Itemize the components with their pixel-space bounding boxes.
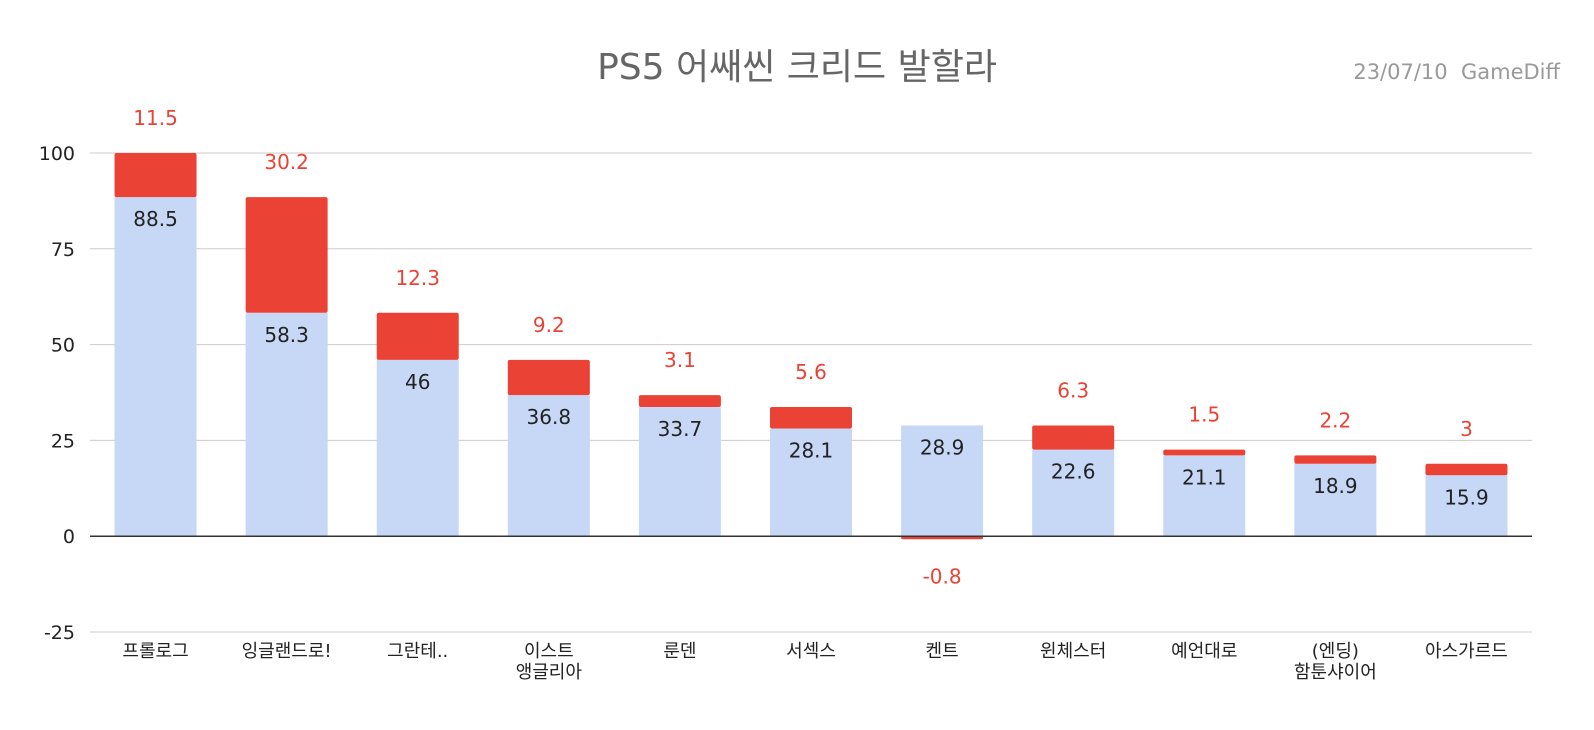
category-label-line: 서섹스	[786, 641, 836, 662]
data-label-base: 58.3	[264, 323, 309, 347]
category-labels: 프롤로그 잉글랜드로! 그란테.. 이스트 앵글리아 룬덴 서섹스 켄트 윈체스터 예언대로 (엔딩…	[122, 641, 1507, 683]
category-label-line: 예언대로	[1171, 641, 1237, 662]
bar-delta	[114, 153, 197, 198]
data-label-delta: 11.5	[133, 106, 178, 130]
category-label-line: 그란테..	[387, 641, 448, 662]
bar-delta	[507, 359, 590, 396]
y-tick-label: 100	[39, 143, 75, 165]
y-tick-label: 50	[51, 335, 75, 357]
category-label-line: 룬덴	[663, 641, 696, 662]
y-tick-label: -25	[44, 622, 75, 644]
category-label-line: 앵글리아	[516, 662, 583, 683]
bar-delta	[1163, 449, 1246, 456]
bar-base	[770, 428, 852, 537]
category-label: 프롤로그	[122, 641, 188, 662]
category-label: 켄트	[926, 641, 959, 662]
chart-subtitle: 23/07/10 GameDiff	[1353, 60, 1560, 84]
bar-delta	[376, 312, 459, 360]
category-label: 그란테..	[387, 641, 448, 662]
data-label-base: 22.6	[1051, 460, 1096, 484]
bar-base	[114, 197, 197, 537]
category-label: 예언대로	[1171, 641, 1237, 662]
y-tick-label: 25	[51, 430, 75, 452]
category-label-line: (엔딩)	[1312, 641, 1359, 662]
bar-delta	[1294, 455, 1377, 464]
bar-delta	[638, 395, 721, 408]
category-label-line: 이스트	[524, 641, 574, 662]
category-label: 윈체스터	[1040, 641, 1106, 662]
category-label: 서섹스	[786, 641, 836, 662]
data-label-base: 18.9	[1313, 474, 1358, 498]
bar-delta	[1032, 425, 1115, 450]
data-label-delta: 6.3	[1057, 378, 1089, 402]
category-label-line: 잉글랜드로!	[242, 641, 332, 662]
bar-delta	[245, 197, 328, 313]
bar-base	[901, 425, 984, 537]
category-label-line: 윈체스터	[1040, 641, 1106, 662]
bars	[114, 153, 1508, 540]
category-label-line: 프롤로그	[122, 641, 188, 662]
category-label: 잉글랜드로!	[242, 641, 332, 662]
bar-delta	[1425, 463, 1508, 476]
data-label-base: 33.7	[658, 417, 703, 441]
data-labels: 88.5 11.5 58.3 30.2 46 12.3 36.8 9.2 33.7 3.1 28.1…	[133, 106, 1488, 588]
data-label-delta: 9.2	[533, 313, 565, 337]
data-label-base: 88.5	[133, 207, 178, 231]
y-axis-ticks: 100 75 50 25 0 -25	[39, 143, 75, 644]
data-label-delta: 3	[1460, 417, 1473, 441]
bar-delta	[901, 536, 984, 540]
bar-base	[507, 395, 590, 537]
data-label-base: 28.1	[789, 439, 834, 463]
bar-base	[1163, 455, 1246, 537]
bar-base	[1032, 449, 1115, 537]
data-label-base: 21.1	[1182, 465, 1227, 489]
category-label-line: 켄트	[926, 641, 959, 662]
data-label-delta: 3.1	[664, 348, 696, 372]
y-tick-label: 0	[63, 526, 75, 548]
bar-base	[1294, 463, 1377, 537]
data-label-base: 46	[405, 370, 430, 394]
category-label: 룬덴	[663, 641, 696, 662]
category-label: 아스가르드	[1425, 641, 1508, 662]
bar-delta	[770, 407, 852, 429]
bar-base	[376, 359, 459, 537]
category-label-line: 아스가르드	[1425, 641, 1508, 662]
data-label-delta: -0.8	[923, 564, 962, 588]
bar-base	[1425, 475, 1508, 537]
category-label: 이스트 앵글리아	[516, 641, 583, 683]
chart-title: PS5 어쌔씬 크리드 발할라	[597, 47, 997, 88]
y-tick-label: 75	[51, 239, 75, 261]
data-label-delta: 12.3	[395, 266, 440, 290]
data-label-base: 15.9	[1444, 485, 1489, 509]
bar-base	[245, 312, 328, 537]
data-label-delta: 1.5	[1188, 403, 1220, 427]
data-label-delta: 5.6	[795, 360, 827, 384]
data-label-delta: 2.2	[1319, 408, 1351, 432]
data-label-base: 36.8	[527, 405, 572, 429]
category-label: (엔딩) 함툰샤이어	[1294, 641, 1377, 683]
category-label-line: 함툰샤이어	[1294, 662, 1377, 683]
data-label-base: 28.9	[920, 435, 965, 459]
data-label-delta: 30.2	[264, 150, 309, 174]
bar-base	[638, 407, 721, 537]
